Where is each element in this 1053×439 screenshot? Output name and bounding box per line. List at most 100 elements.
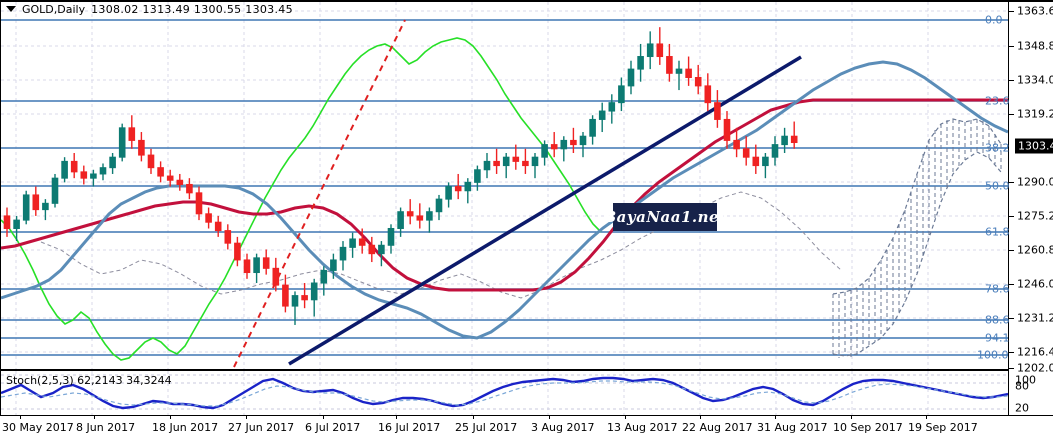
date-tick (323, 415, 324, 419)
blue-ma-line (1, 60, 1008, 340)
chart-header: GOLD,Daily 1308.02 1313.49 1300.55 1303.… (6, 2, 293, 16)
watermark: BayaNaa1.net (603, 203, 726, 231)
candlestick (445, 186, 452, 200)
date-tick (625, 415, 626, 419)
candlestick (579, 135, 587, 146)
fibonacci-label: 100.0 (977, 348, 1009, 362)
date-tick (170, 415, 171, 419)
candlestick (291, 295, 299, 307)
candlestick (90, 173, 97, 179)
fibonacci-label: 38.2 (985, 141, 1010, 155)
symbol-label: GOLD,Daily (22, 2, 86, 16)
date-label: 30 May 2017 (2, 421, 74, 434)
candlestick (234, 242, 241, 261)
candlestick (771, 144, 779, 158)
stochastic-k-line (1, 376, 1008, 410)
candlestick (176, 179, 184, 185)
date-label: 25 Jul 2017 (455, 421, 518, 434)
price-label: 1334.00 (1017, 73, 1053, 87)
date-tick (94, 415, 95, 419)
candlestick (618, 85, 625, 104)
fibonacci-label: 50.0 (985, 179, 1010, 193)
candlestick (627, 68, 635, 87)
candlestick (685, 68, 692, 78)
candlestick (147, 154, 155, 169)
stochastic-scale-label: 20 (1015, 401, 1029, 415)
candlestick (205, 213, 212, 223)
candlestick (224, 230, 232, 244)
date-label: 3 Aug 2017 (531, 421, 595, 434)
candlestick (195, 192, 203, 215)
crimson-ma-line (1, 98, 1008, 292)
date-tick (851, 415, 852, 419)
candlestick (550, 144, 558, 150)
date-label: 6 Jul 2017 (305, 421, 361, 434)
date-tick (246, 415, 247, 419)
candlestick (330, 259, 337, 271)
candlestick (464, 181, 472, 192)
price-chart-plot[interactable] (1, 2, 1008, 369)
stochastic-subplot[interactable] (1, 371, 1008, 415)
candlestick (656, 43, 664, 58)
stochastic-scale-label: 100 (1015, 373, 1036, 387)
date-tick (775, 415, 776, 419)
candlestick (243, 259, 251, 274)
candlestick (128, 127, 136, 141)
fibonacci-label: 61.8 (985, 225, 1010, 239)
price-tick (1008, 114, 1014, 115)
date-label: 16 Jul 2017 (378, 421, 441, 434)
price-label: 1231.20 (1017, 311, 1053, 325)
price-tick (1008, 318, 1014, 319)
candlestick (589, 118, 596, 137)
price-label: 1363.60 (1017, 4, 1053, 18)
price-tick (1008, 46, 1014, 47)
price-axis[interactable]: 1363.60 1348.80 1334.00 1319.20 1290.00 1275.… (1008, 0, 1053, 416)
candlestick (262, 257, 270, 269)
candlestick (723, 118, 731, 141)
date-tick (396, 415, 397, 419)
price-label: 1216.40 (1017, 345, 1053, 359)
candlestick (733, 139, 740, 150)
candlestick (320, 269, 328, 284)
date-label: 10 Sep 2017 (833, 421, 903, 434)
candlestick (512, 156, 520, 162)
candlestick (397, 211, 404, 229)
candlestick (61, 160, 68, 179)
candlestick (762, 156, 769, 167)
triangle-down-icon[interactable] (6, 6, 16, 12)
candlestick (714, 102, 721, 120)
candlestick (368, 244, 376, 255)
candlestick (646, 43, 654, 58)
candlestick (51, 177, 59, 204)
candlestick-series (3, 27, 798, 325)
fibonacci-label: 88.6 (985, 313, 1010, 327)
candlestick (13, 219, 20, 229)
date-label: 13 Aug 2017 (607, 421, 678, 434)
price-label: 1348.80 (1017, 39, 1053, 53)
candlestick (426, 211, 433, 221)
candlestick (483, 160, 491, 171)
stochastic-scale-label: 80 (1015, 379, 1029, 393)
red-dashed-trendline[interactable] (233, 19, 406, 368)
candlestick (272, 267, 280, 286)
candlestick (42, 202, 49, 211)
candlestick (406, 211, 414, 217)
price-tick (1008, 182, 1014, 183)
ichimoku-cloud (832, 119, 1002, 358)
date-tick (473, 415, 474, 419)
candlestick (186, 183, 193, 194)
fibonacci-label: 94.1 (985, 331, 1010, 345)
candlestick (541, 144, 548, 158)
candlestick (310, 282, 318, 301)
date-tick (926, 415, 927, 419)
price-tick (1008, 216, 1014, 217)
watermark-text: BayaNaa1.net (603, 208, 727, 226)
candlestick (349, 238, 356, 248)
date-label: 22 Aug 2017 (682, 421, 753, 434)
stochastic-svg (1, 371, 1008, 415)
candlestick (608, 102, 616, 112)
candlestick (790, 135, 798, 144)
candlestick (416, 215, 424, 221)
current-price-label: 1303.45 (1015, 138, 1053, 154)
date-label: 27 Jun 2017 (228, 421, 295, 434)
